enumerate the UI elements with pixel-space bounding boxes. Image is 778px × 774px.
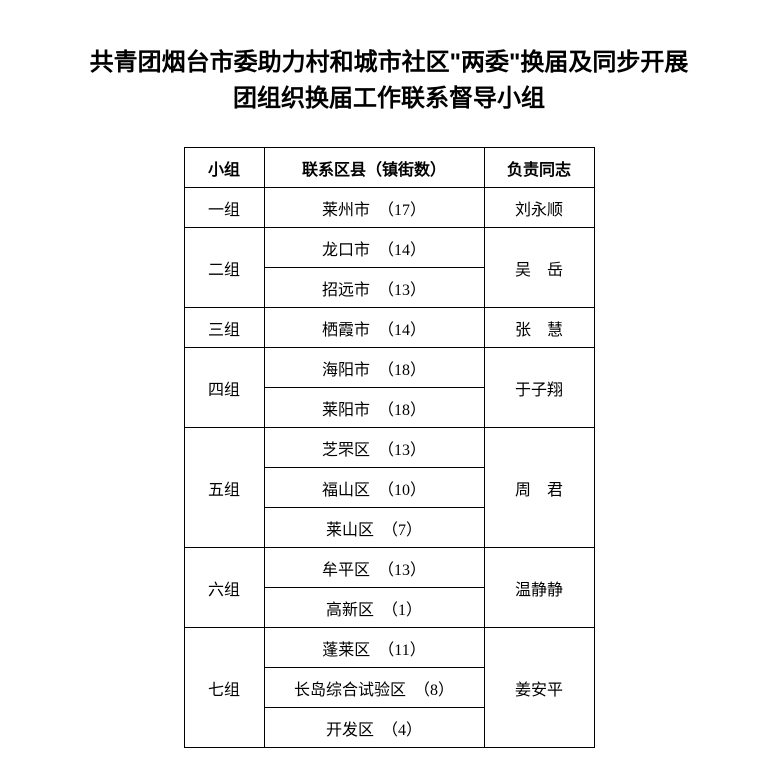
cell-person: 吴 岳	[484, 228, 594, 308]
cell-district: 海阳市 （18）	[264, 348, 484, 388]
page-title: 共青团烟台市委助力村和城市社区"两委"换届及同步开展团组织换届工作联系督导小组	[79, 45, 699, 117]
cell-group: 二组	[184, 228, 264, 308]
cell-district: 高新区 （1）	[264, 588, 484, 628]
cell-group: 四组	[184, 348, 264, 428]
header-district: 联系区县（镇街数）	[264, 148, 484, 188]
table-row: 三组栖霞市 （14）张 慧	[184, 308, 594, 348]
table-row: 一组莱州市 （17）刘永顺	[184, 188, 594, 228]
supervision-table: 小组 联系区县（镇街数） 负责同志 一组莱州市 （17）刘永顺二组龙口市 （14…	[184, 147, 595, 748]
cell-district: 长岛综合试验区 （8）	[264, 668, 484, 708]
cell-district: 蓬莱区 （11）	[264, 628, 484, 668]
cell-person: 于子翔	[484, 348, 594, 428]
table-row: 二组龙口市 （14）吴 岳	[184, 228, 594, 268]
header-group: 小组	[184, 148, 264, 188]
cell-group: 六组	[184, 548, 264, 628]
cell-district: 莱阳市 （18）	[264, 388, 484, 428]
cell-district: 开发区 （4）	[264, 708, 484, 748]
table-body: 一组莱州市 （17）刘永顺二组龙口市 （14）吴 岳招远市 （13）三组栖霞市 …	[184, 188, 594, 748]
cell-group: 一组	[184, 188, 264, 228]
cell-person: 张 慧	[484, 308, 594, 348]
cell-district: 莱州市 （17）	[264, 188, 484, 228]
cell-person: 周 君	[484, 428, 594, 548]
cell-person: 姜安平	[484, 628, 594, 748]
table-container: 小组 联系区县（镇街数） 负责同志 一组莱州市 （17）刘永顺二组龙口市 （14…	[0, 147, 778, 748]
cell-district: 芝罘区 （13）	[264, 428, 484, 468]
header-person: 负责同志	[484, 148, 594, 188]
cell-person: 刘永顺	[484, 188, 594, 228]
cell-group: 三组	[184, 308, 264, 348]
table-row: 七组蓬莱区 （11）姜安平	[184, 628, 594, 668]
table-row: 六组牟平区 （13）温静静	[184, 548, 594, 588]
cell-district: 莱山区 （7）	[264, 508, 484, 548]
cell-district: 牟平区 （13）	[264, 548, 484, 588]
cell-group: 五组	[184, 428, 264, 548]
table-header-row: 小组 联系区县（镇街数） 负责同志	[184, 148, 594, 188]
cell-district: 龙口市 （14）	[264, 228, 484, 268]
table-row: 五组芝罘区 （13）周 君	[184, 428, 594, 468]
cell-group: 七组	[184, 628, 264, 748]
table-row: 四组海阳市 （18）于子翔	[184, 348, 594, 388]
cell-district: 招远市 （13）	[264, 268, 484, 308]
cell-person: 温静静	[484, 548, 594, 628]
cell-district: 栖霞市 （14）	[264, 308, 484, 348]
cell-district: 福山区 （10）	[264, 468, 484, 508]
